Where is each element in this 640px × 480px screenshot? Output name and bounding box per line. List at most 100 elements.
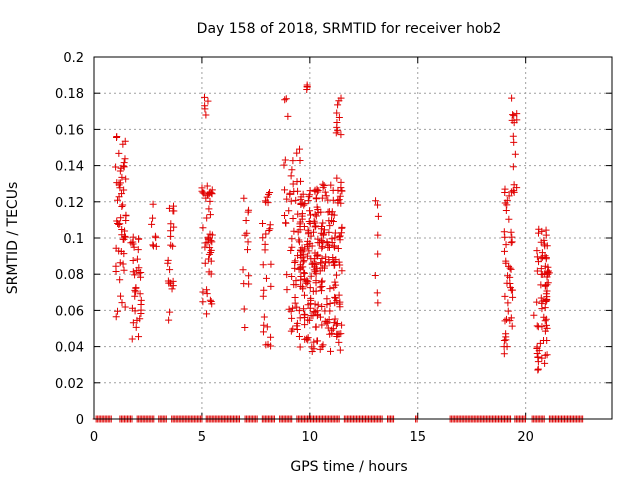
data-point [303,241,311,249]
x-tick-label: 20 [517,430,534,445]
data-point [314,235,322,243]
data-point [241,231,249,239]
data-point [121,155,129,163]
data-point [149,200,157,208]
data-point [239,266,247,274]
data-point [301,335,309,343]
data-points [92,81,587,423]
data-point [331,229,339,237]
data-point [135,333,143,341]
data-point [199,288,207,296]
data-point [313,312,321,320]
data-point [296,314,304,322]
data-point [321,307,329,315]
data-point [530,311,538,319]
data-point [500,343,508,351]
data-point [501,233,509,241]
data-point [321,317,329,325]
data-point [318,264,326,272]
data-point [288,314,296,322]
data-point [129,319,137,327]
data-point [241,324,249,332]
data-point [148,220,156,228]
data-point [122,175,130,183]
data-point [289,180,297,188]
data-point [509,293,517,301]
data-point [291,259,299,267]
data-point [120,186,128,194]
data-point [240,194,248,202]
data-point [288,166,296,174]
data-point [319,219,327,227]
data-point [280,161,288,169]
data-point [203,286,211,294]
data-point [286,189,294,197]
data-point [287,172,295,180]
data-point [314,251,322,259]
data-point [374,250,382,258]
data-point [333,109,341,117]
data-point [116,167,124,175]
data-point [337,94,345,102]
data-point [502,336,510,344]
data-point [321,188,329,196]
data-point [318,254,326,262]
data-point [541,282,549,290]
data-point [131,286,139,294]
data-point [310,266,318,274]
data-point [541,351,549,359]
data-point [334,245,342,253]
data-point [133,266,141,274]
data-point [542,297,550,305]
data-point [500,337,508,345]
data-point [335,338,343,346]
data-point [289,157,297,165]
data-point [505,192,513,200]
data-point [169,202,177,210]
y-axis-label: SRMTID / TECUs [5,182,21,295]
data-point [311,187,319,195]
data-point [281,211,289,219]
data-point [312,260,320,268]
data-point [244,238,252,246]
data-point [205,268,213,276]
data-point [541,242,549,250]
data-point [203,310,211,318]
data-point [267,282,275,290]
data-point [297,272,305,280]
data-point [533,267,541,275]
data-point [333,271,341,279]
data-point [137,296,145,304]
data-point [201,102,209,110]
data-point [333,123,341,131]
data-point [333,319,341,327]
data-point [199,189,207,197]
data-point [327,347,335,355]
data-point [262,341,270,349]
data-point [501,292,509,300]
data-point [283,286,291,294]
data-point [542,290,550,298]
data-point [129,240,137,248]
data-point [205,250,213,258]
data-point [198,184,206,192]
data-point [121,232,129,240]
data-point [502,241,510,249]
data-point [301,245,309,253]
data-point [281,96,289,104]
data-point [165,204,173,212]
data-point [338,187,346,195]
data-point [136,290,144,298]
data-point [120,159,128,167]
data-point [282,219,290,227]
data-point [502,315,510,323]
data-point [297,201,305,209]
data-point [319,341,327,349]
data-point [505,215,513,223]
data-point [321,226,329,234]
data-point [281,156,289,164]
data-point [261,197,269,205]
data-point [164,259,172,267]
data-point [544,263,552,271]
data-point [334,186,342,194]
